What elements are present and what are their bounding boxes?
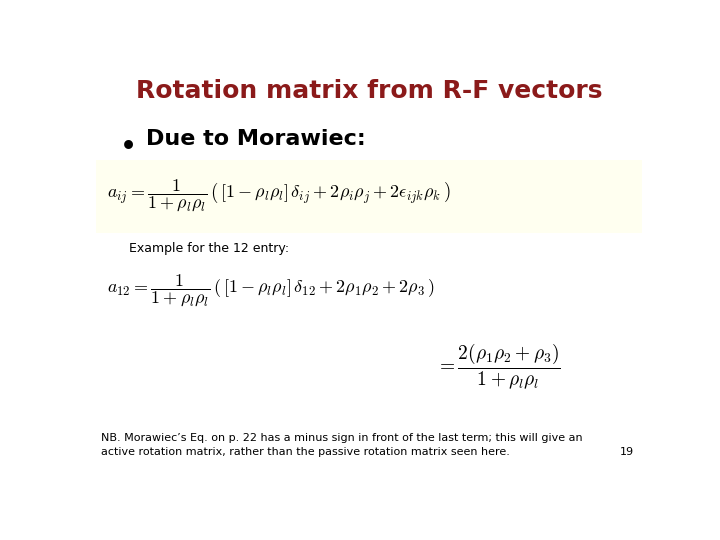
Text: $a_{ij} = \dfrac{1}{1 + \rho_l\rho_l}\,\left(\,[1 - \rho_l\rho_l]\,\delta_{ij} +: $a_{ij} = \dfrac{1}{1 + \rho_l\rho_l}\,\… bbox=[107, 178, 451, 214]
Text: Example for the 12 entry:: Example for the 12 entry: bbox=[129, 241, 289, 254]
Text: active rotation matrix, rather than the passive rotation matrix seen here.: active rotation matrix, rather than the … bbox=[101, 447, 510, 456]
Text: $a_{12} = \dfrac{1}{1 + \rho_l\rho_l}\,\left(\,[1 - \rho_l\rho_l]\,\delta_{12} +: $a_{12} = \dfrac{1}{1 + \rho_l\rho_l}\,\… bbox=[107, 273, 434, 309]
Text: Rotation matrix from R-F vectors: Rotation matrix from R-F vectors bbox=[136, 79, 602, 103]
Text: $\bullet$: $\bullet$ bbox=[118, 129, 134, 158]
Text: $= \dfrac{2(\rho_1\rho_2 + \rho_3)}{1 + \rho_l\rho_l}$: $= \dfrac{2(\rho_1\rho_2 + \rho_3)}{1 + … bbox=[436, 341, 561, 391]
FancyBboxPatch shape bbox=[96, 160, 642, 233]
Text: 19: 19 bbox=[620, 447, 634, 456]
Text: NB. Morawiec’s Eq. on p. 22 has a minus sign in front of the last term; this wil: NB. Morawiec’s Eq. on p. 22 has a minus … bbox=[101, 433, 582, 443]
Text: Due to Morawiec:: Due to Morawiec: bbox=[145, 129, 366, 149]
